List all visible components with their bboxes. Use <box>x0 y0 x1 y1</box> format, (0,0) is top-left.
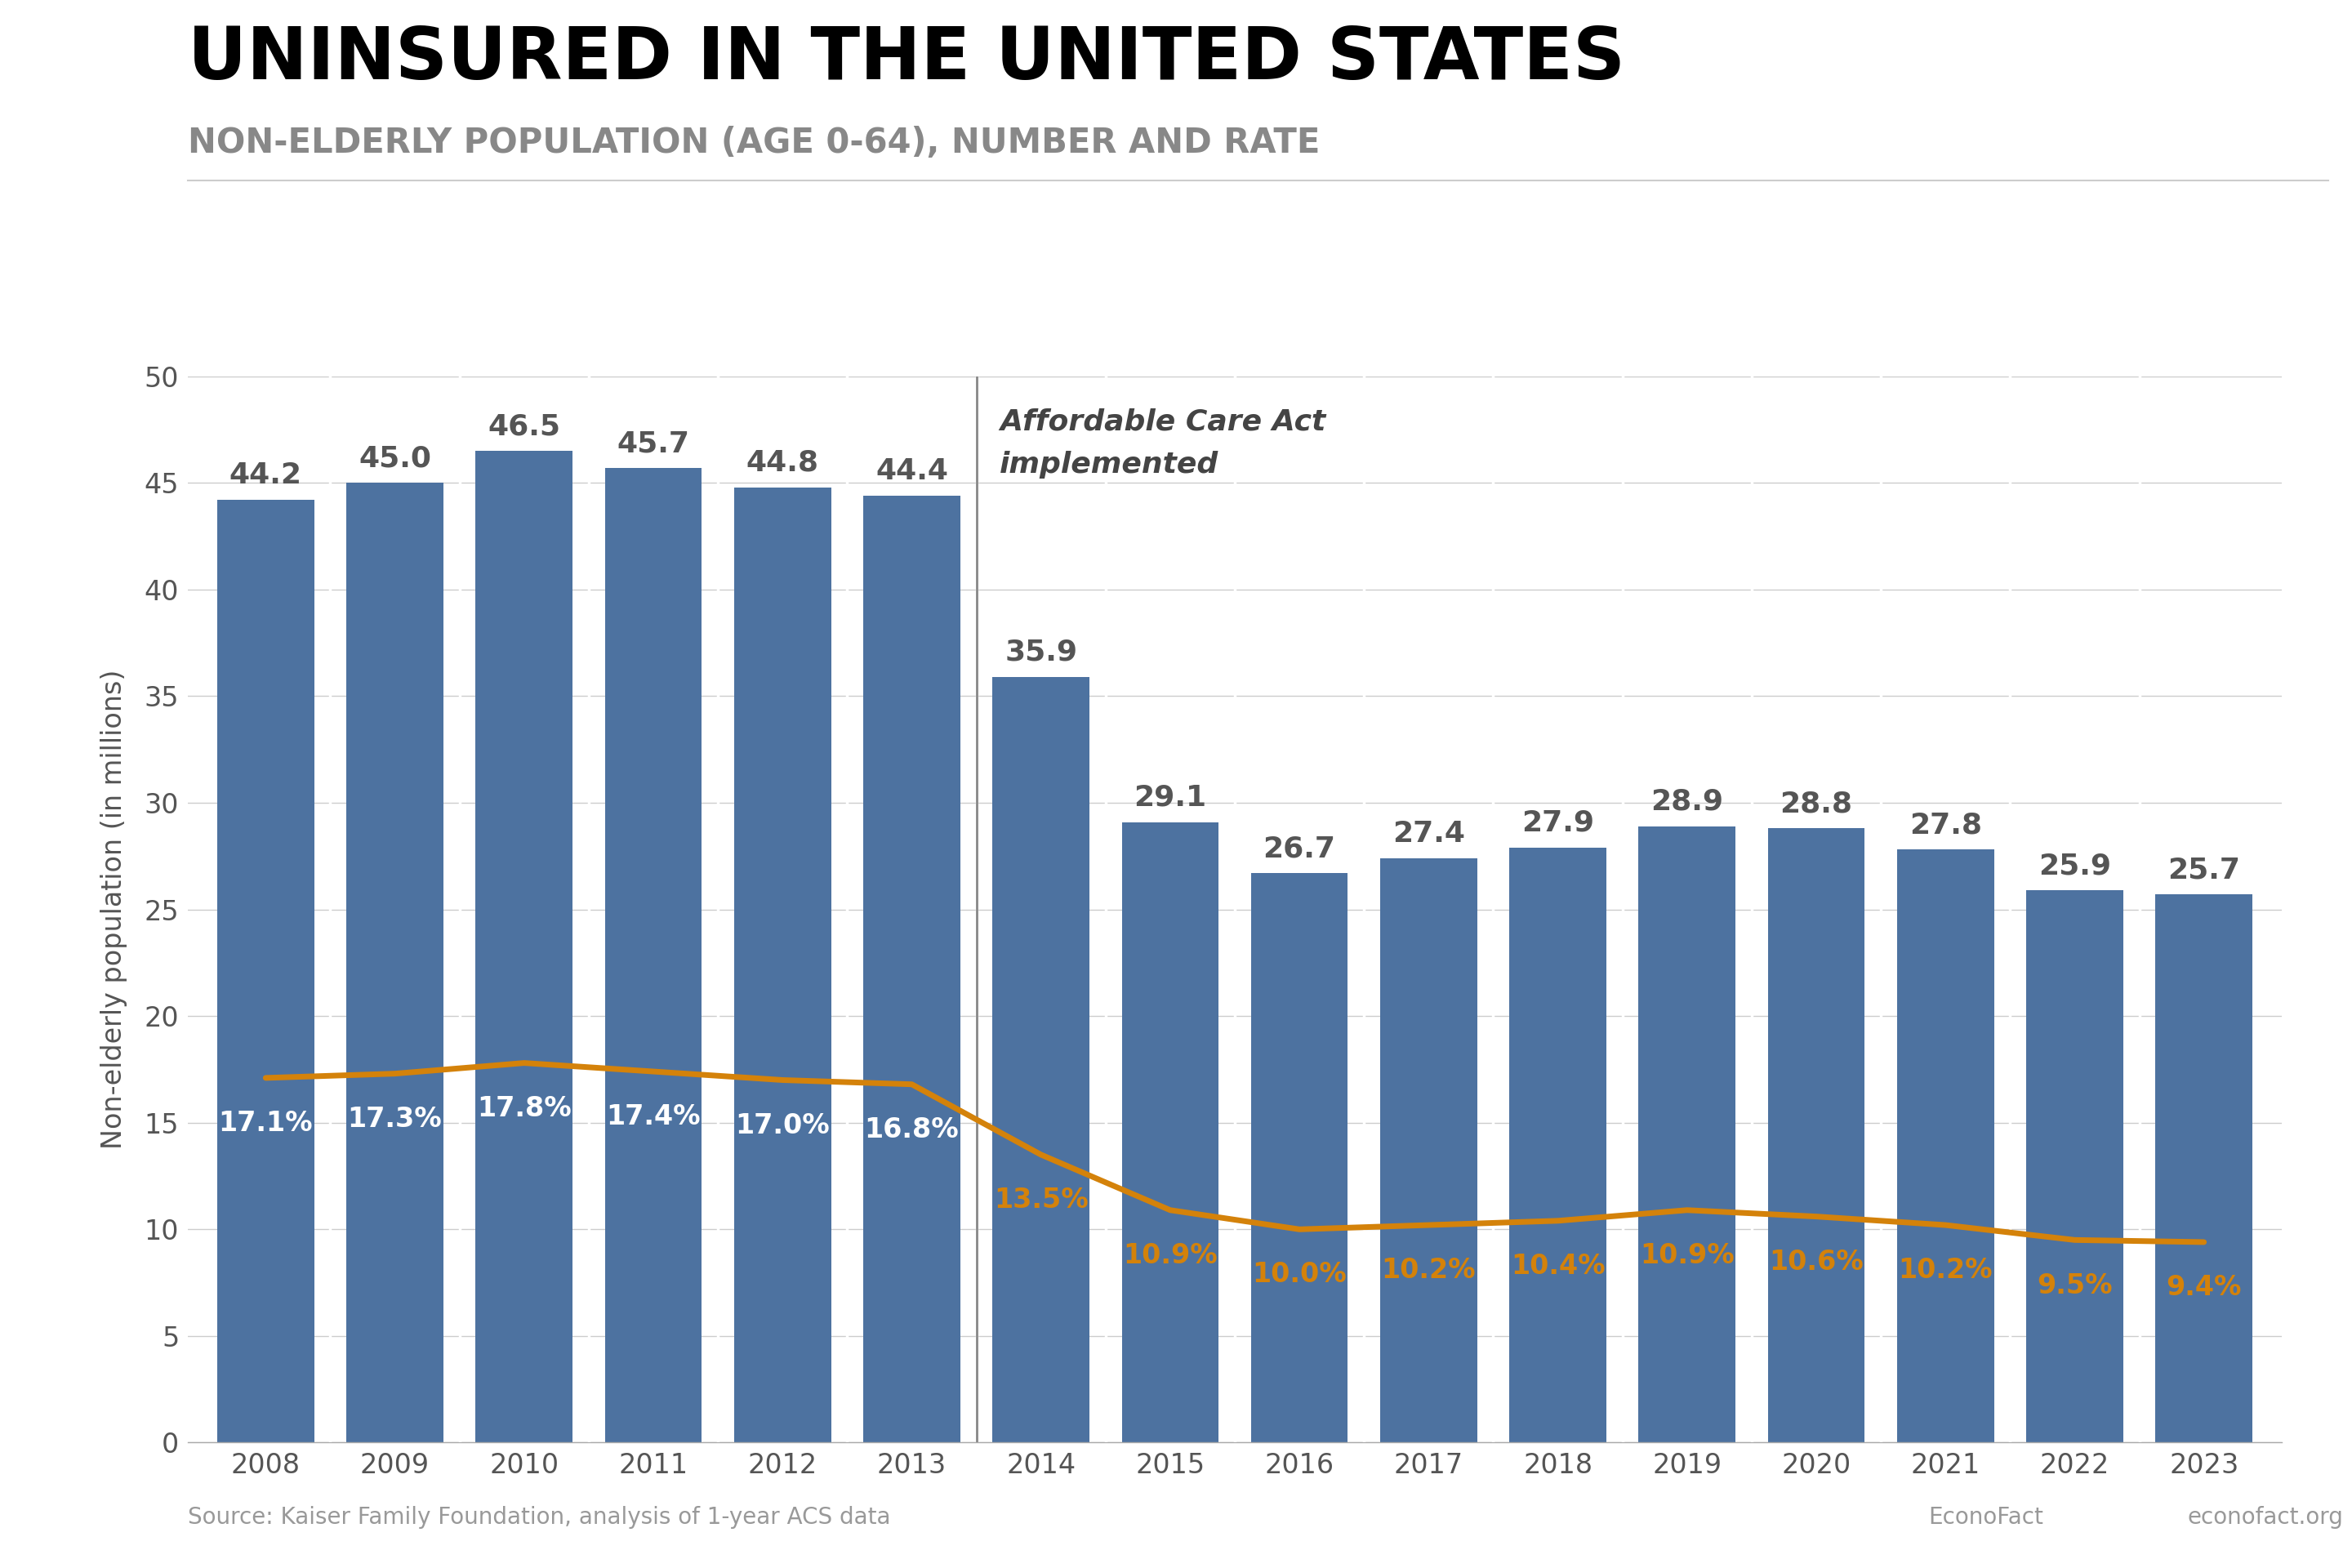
Bar <box>2025 891 2124 1443</box>
Text: Source: Kaiser Family Foundation, analysis of 1-year ACS data: Source: Kaiser Family Foundation, analys… <box>188 1505 891 1529</box>
Text: 45.0: 45.0 <box>358 444 430 472</box>
Text: 17.0%: 17.0% <box>736 1112 830 1138</box>
Text: 25.7: 25.7 <box>2169 856 2239 884</box>
Text: 10.4%: 10.4% <box>1510 1253 1604 1279</box>
Text: 25.9: 25.9 <box>2039 851 2112 880</box>
Text: 17.8%: 17.8% <box>477 1094 572 1123</box>
Text: 44.2: 44.2 <box>230 461 301 489</box>
Text: 10.9%: 10.9% <box>1639 1242 1733 1269</box>
Text: 44.8: 44.8 <box>746 448 818 477</box>
Text: 10.9%: 10.9% <box>1122 1242 1218 1269</box>
Bar <box>1381 858 1477 1443</box>
Text: 44.4: 44.4 <box>875 458 948 485</box>
Bar <box>2154 894 2253 1443</box>
Bar <box>604 467 701 1443</box>
Bar <box>1251 873 1348 1443</box>
Text: 29.1: 29.1 <box>1134 784 1207 811</box>
Text: 10.2%: 10.2% <box>1898 1258 1992 1284</box>
Bar <box>346 483 445 1443</box>
Text: 17.3%: 17.3% <box>348 1105 442 1132</box>
Bar <box>475 452 572 1443</box>
Text: implemented: implemented <box>1000 452 1218 478</box>
Bar <box>993 677 1089 1443</box>
Text: 28.9: 28.9 <box>1651 787 1724 815</box>
Text: Affordable Care Act: Affordable Care Act <box>1000 408 1327 436</box>
Bar <box>216 500 315 1443</box>
Bar <box>1898 850 1994 1443</box>
Bar <box>1122 822 1218 1443</box>
Bar <box>1510 848 1606 1443</box>
Text: 28.8: 28.8 <box>1780 790 1853 818</box>
Text: econofact.org: econofact.org <box>2187 1505 2343 1529</box>
Text: NON-ELDERLY POPULATION (AGE 0-64), NUMBER AND RATE: NON-ELDERLY POPULATION (AGE 0-64), NUMBE… <box>188 125 1319 160</box>
Text: 16.8%: 16.8% <box>866 1116 960 1143</box>
Text: 13.5%: 13.5% <box>995 1187 1089 1214</box>
Text: 26.7: 26.7 <box>1263 834 1336 862</box>
Text: 9.5%: 9.5% <box>2037 1272 2112 1298</box>
Text: 10.6%: 10.6% <box>1769 1248 1863 1275</box>
Text: 17.4%: 17.4% <box>607 1104 701 1131</box>
Text: 10.0%: 10.0% <box>1251 1261 1348 1289</box>
Text: EconoFact: EconoFact <box>1929 1505 2044 1529</box>
Text: 27.4: 27.4 <box>1392 820 1465 848</box>
Text: 27.9: 27.9 <box>1522 809 1595 837</box>
Text: 10.2%: 10.2% <box>1381 1258 1475 1284</box>
Bar <box>1639 826 1736 1443</box>
Text: 17.1%: 17.1% <box>219 1110 313 1137</box>
Text: UNINSURED IN THE UNITED STATES: UNINSURED IN THE UNITED STATES <box>188 24 1625 94</box>
Text: 35.9: 35.9 <box>1004 638 1077 666</box>
Text: 45.7: 45.7 <box>616 430 689 458</box>
Bar <box>734 488 830 1443</box>
Text: 9.4%: 9.4% <box>2166 1275 2241 1301</box>
Bar <box>1769 828 1865 1443</box>
Text: 46.5: 46.5 <box>487 412 560 441</box>
Text: 27.8: 27.8 <box>1910 811 1983 839</box>
Bar <box>863 495 960 1443</box>
Y-axis label: Non-elderly population (in millions): Non-elderly population (in millions) <box>101 670 127 1149</box>
